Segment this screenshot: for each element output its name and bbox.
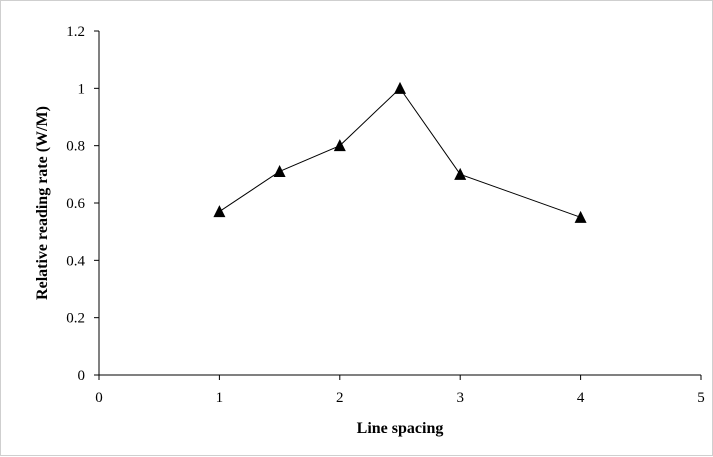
data-point-marker <box>394 81 406 94</box>
x-tick-label: 2 <box>336 390 344 406</box>
series-line <box>219 87 581 218</box>
x-tick-label: 4 <box>577 390 585 406</box>
x-tick-label: 3 <box>456 390 464 406</box>
data-point-marker <box>213 205 226 218</box>
y-tick-label: 0.8 <box>66 139 85 155</box>
x-axis-title: Line spacing <box>357 420 444 437</box>
data-point-marker <box>574 210 587 223</box>
data-point-marker <box>454 167 467 180</box>
y-tick-label: 0.2 <box>66 311 85 327</box>
series-0 <box>213 81 587 223</box>
y-tick-label: 1.2 <box>66 24 85 40</box>
y-tick-label: 1 <box>78 81 86 97</box>
x-tick-label: 1 <box>216 390 224 406</box>
y-tick-label: 0.6 <box>66 196 85 212</box>
y-axis-title: Relative reading rate (W/M) <box>34 106 51 300</box>
data-point-marker <box>333 139 346 152</box>
x-tick-label: 0 <box>95 390 103 406</box>
y-tick-label: 0.4 <box>66 253 85 269</box>
y-tick-label: 0 <box>78 368 86 384</box>
y-axis: 0 0.2 0.4 0.6 0.8 1 1.2 <box>66 24 100 384</box>
x-tick-label: 5 <box>697 390 705 406</box>
x-axis: 0 1 2 3 4 5 <box>95 374 705 406</box>
data-point-marker <box>273 164 286 177</box>
